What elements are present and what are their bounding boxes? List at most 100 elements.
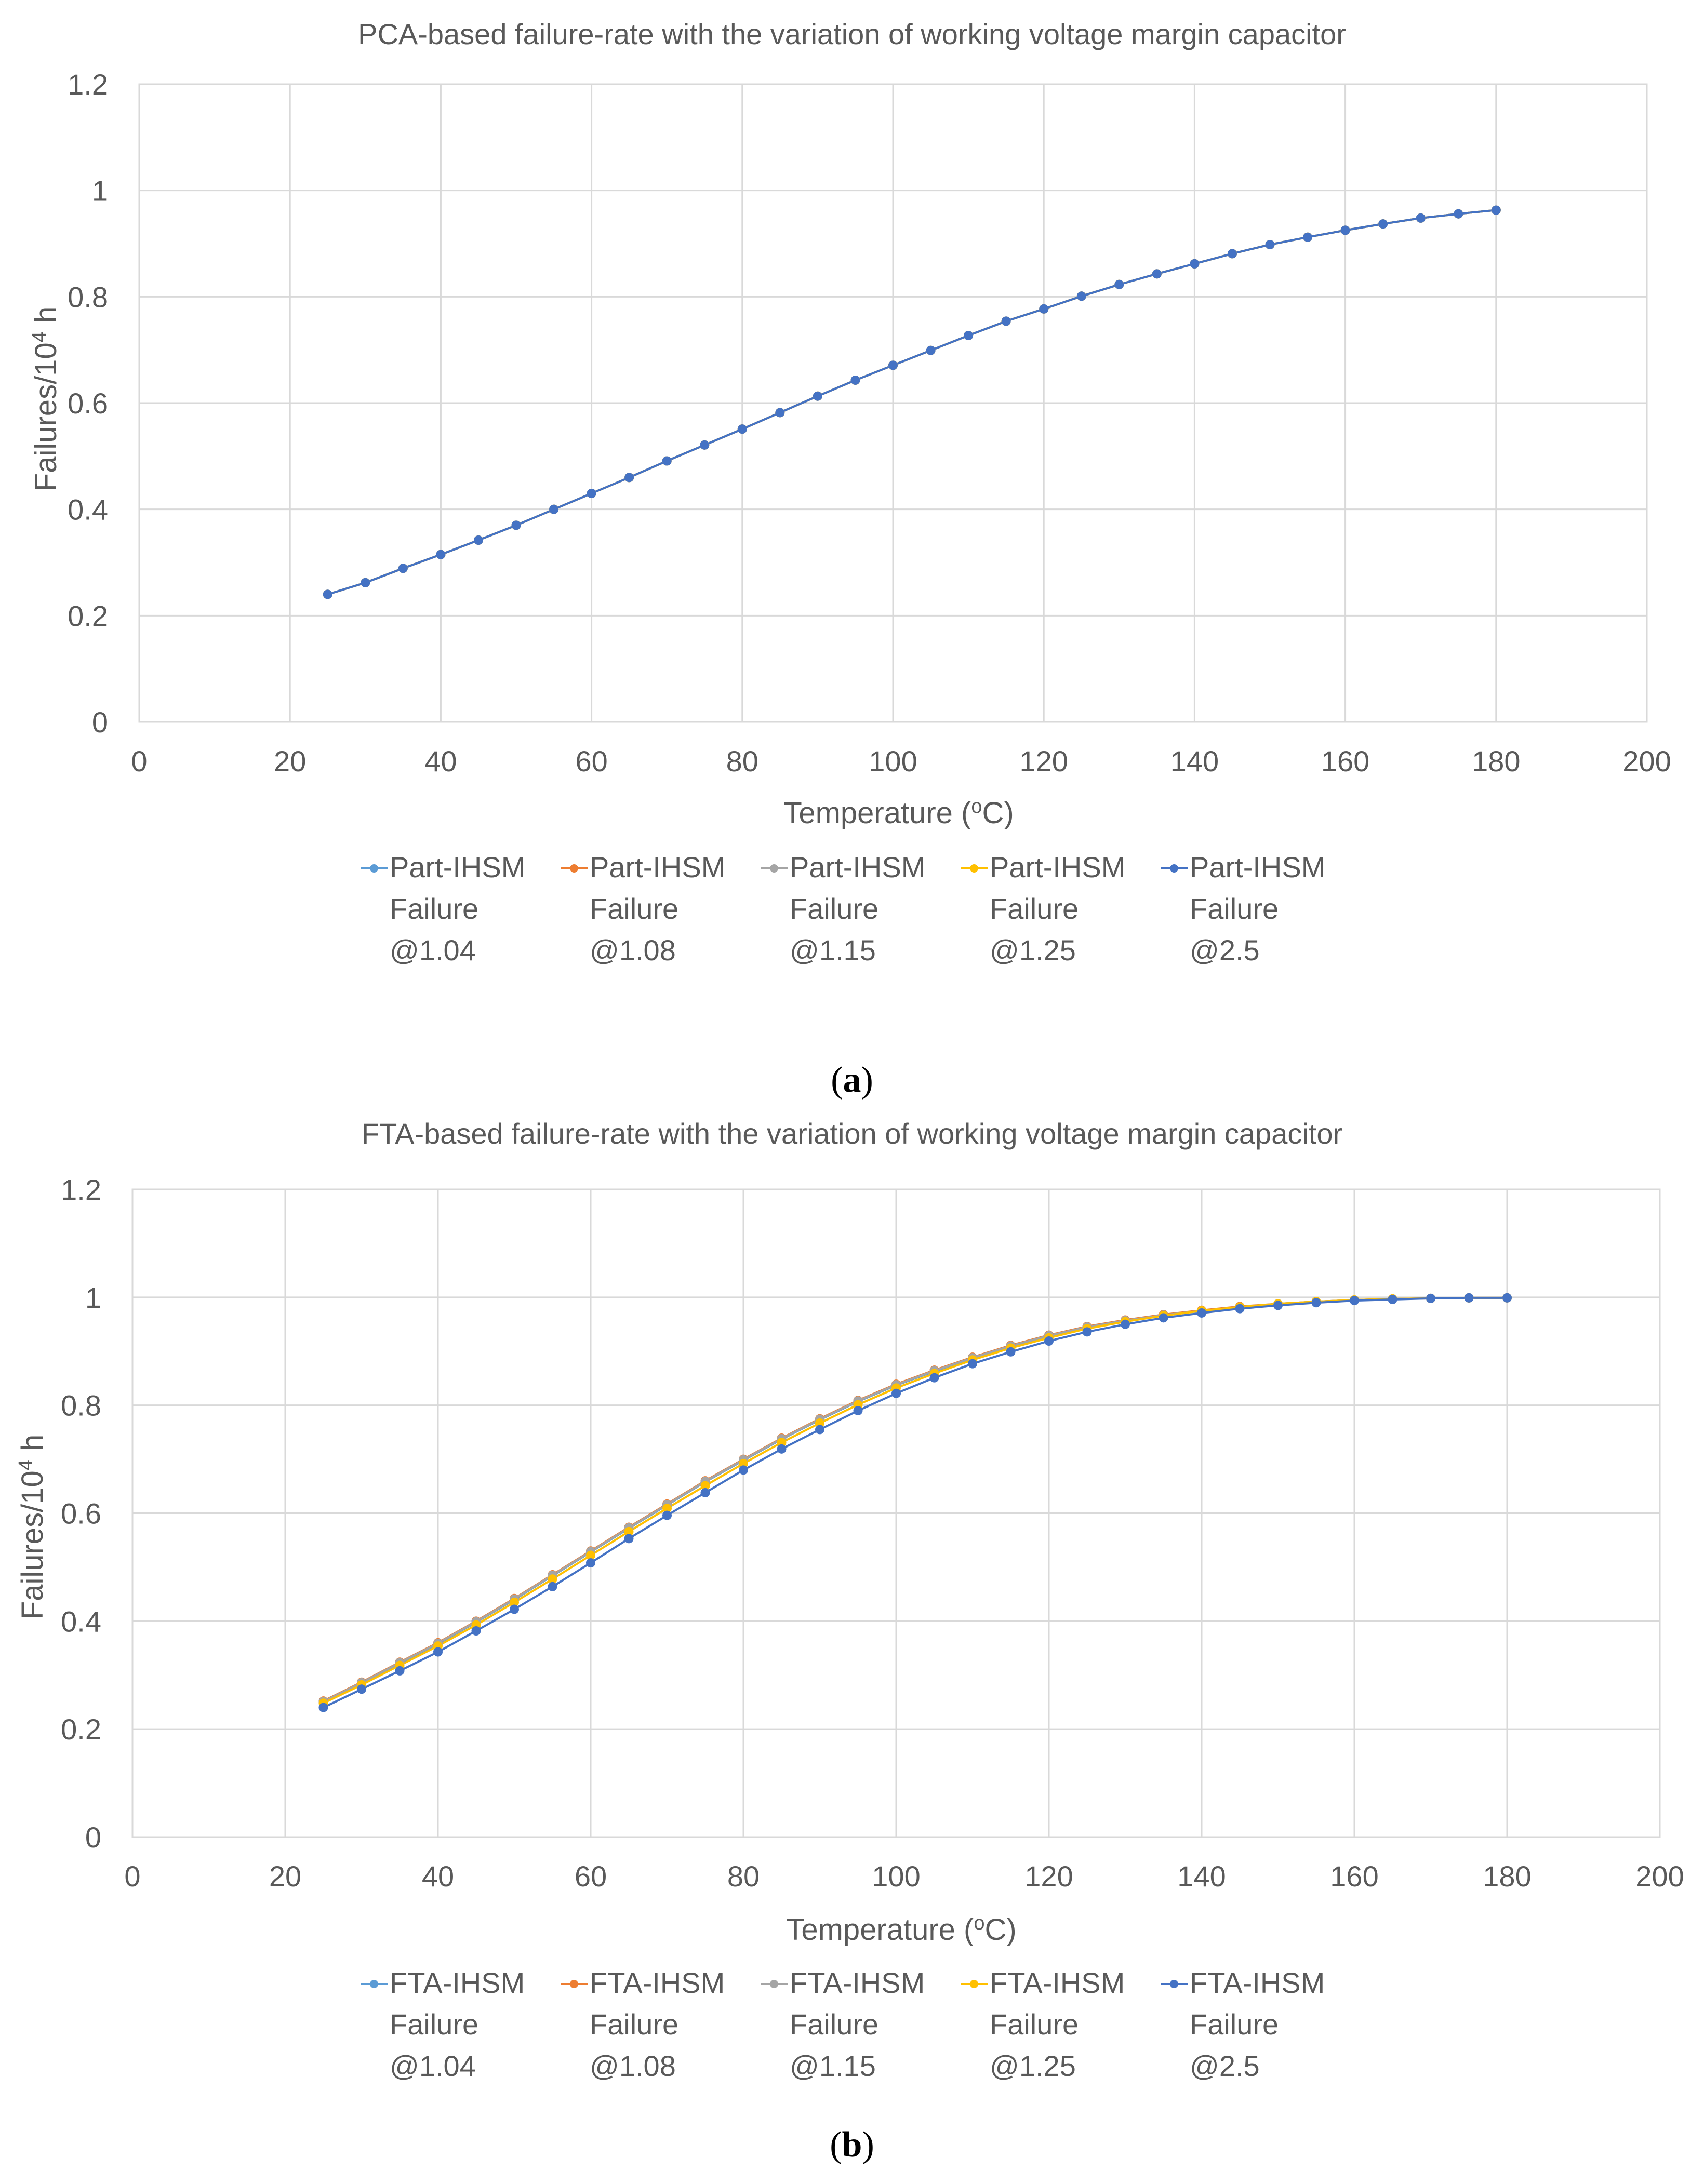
data-point <box>1265 240 1275 250</box>
data-point <box>318 1703 328 1712</box>
data-point <box>1076 291 1086 301</box>
legend-item: FTA-IHSM Failure @1.25 <box>958 1962 1159 2087</box>
legend-key <box>1159 1962 1190 2004</box>
data-point <box>548 1574 557 1584</box>
x-tick-label: 120 <box>1019 745 1068 778</box>
data-point <box>1197 1308 1206 1318</box>
series-line <box>327 209 1496 596</box>
y-axis-label: Failures/104 h <box>15 1435 49 1619</box>
chart-title: FTA-based failure-rate with the variatio… <box>362 1117 1342 1150</box>
figure-caption-a: (a) <box>831 1060 873 1100</box>
y-tick-label: 1 <box>92 175 108 207</box>
legend-label: Part-IHSM Failure @2.5 <box>1190 851 1326 967</box>
x-tick-label: 80 <box>727 1860 760 1893</box>
data-point <box>1303 232 1313 242</box>
data-point <box>1152 269 1162 279</box>
series-line <box>327 209 1496 596</box>
data-point <box>777 1444 787 1454</box>
data-point <box>586 1558 595 1568</box>
y-tick-label: 0.6 <box>61 1497 101 1530</box>
x-tick-label: 160 <box>1330 1860 1378 1893</box>
data-point <box>1159 1313 1168 1323</box>
data-point <box>1378 219 1388 229</box>
data-point <box>1426 1293 1435 1303</box>
data-point <box>775 408 785 418</box>
legend: FTA-IHSM Failure @1.04 FTA-IHSM Failure … <box>358 1962 1359 2087</box>
data-point <box>1502 1293 1512 1303</box>
data-point <box>1491 205 1501 215</box>
x-tick-label: 80 <box>726 745 758 778</box>
x-tick-label: 0 <box>131 745 147 778</box>
x-tick-label: 40 <box>424 745 457 778</box>
data-point <box>323 589 332 599</box>
x-tick-label: 0 <box>124 1860 140 1893</box>
legend-key <box>358 1962 390 2004</box>
x-tick-label: 100 <box>869 745 917 778</box>
data-point <box>777 1438 787 1448</box>
x-tick-label: 180 <box>1472 745 1520 778</box>
data-point <box>1190 259 1200 269</box>
series-line <box>323 1296 1507 1703</box>
panel-a: PCA-based failure-rate with the variatio… <box>29 18 1671 1100</box>
legend-item: Part-IHSM Failure @1.25 <box>958 847 1159 971</box>
data-point <box>929 1373 939 1383</box>
data-point <box>1001 316 1011 326</box>
x-tick-label: 200 <box>1635 1860 1684 1893</box>
chart-pca: PCA-based failure-rate with the variatio… <box>29 18 1671 830</box>
legend-item: FTA-IHSM Failure @1.08 <box>558 1962 758 2087</box>
data-point <box>510 1604 519 1614</box>
data-point <box>473 535 483 545</box>
x-tick-label: 200 <box>1622 745 1671 778</box>
data-point <box>361 578 370 587</box>
legend-key <box>958 1962 990 2004</box>
panel-b: FTA-based failure-rate with the variatio… <box>0 1111 1704 2184</box>
series-line <box>323 1296 1507 1702</box>
legend-item: FTA-IHSM Failure @1.04 <box>358 1962 558 2087</box>
legend-key <box>758 1962 790 2004</box>
data-point <box>964 331 974 341</box>
data-point <box>1464 1293 1474 1303</box>
data-point <box>662 1510 672 1520</box>
legend-key <box>558 847 590 888</box>
y-tick-label: 1.2 <box>61 1173 101 1206</box>
data-point <box>586 1550 595 1560</box>
legend-key <box>558 1962 590 2004</box>
data-point <box>471 1626 481 1636</box>
x-tick-label: 60 <box>575 1860 607 1893</box>
data-point <box>357 1684 366 1694</box>
y-tick-label: 0.8 <box>61 1389 101 1422</box>
data-point <box>1350 1296 1359 1306</box>
chart-fta: FTA-based failure-rate with the variatio… <box>15 1117 1684 1947</box>
y-axis-label: Failures/104 h <box>29 306 63 491</box>
y-tick-label: 0 <box>92 706 108 739</box>
legend-item: Part-IHSM Failure @2.5 <box>1159 847 1359 971</box>
data-point <box>737 424 747 434</box>
legend-label: FTA-IHSM Failure @1.15 <box>790 1966 925 2082</box>
data-point <box>1227 249 1237 259</box>
data-point <box>549 504 559 514</box>
legend-key <box>358 847 390 888</box>
data-point <box>968 1359 977 1369</box>
data-point <box>700 440 710 450</box>
data-point <box>548 1582 557 1591</box>
data-point <box>888 360 898 370</box>
legend-key <box>958 847 990 888</box>
x-axis-label: Temperature (oC) <box>783 796 1014 830</box>
x-tick-label: 140 <box>1170 745 1219 778</box>
data-point <box>1273 1301 1283 1310</box>
data-point <box>436 550 446 559</box>
x-tick-label: 20 <box>274 745 306 778</box>
x-tick-label: 100 <box>872 1860 920 1893</box>
series-line <box>323 1296 1507 1703</box>
legend-label: Part-IHSM Failure @1.25 <box>990 851 1126 967</box>
data-point <box>926 345 936 355</box>
y-tick-label: 0.2 <box>61 1713 101 1746</box>
legend-item: Part-IHSM Failure @1.04 <box>358 847 558 971</box>
data-point <box>815 1425 824 1435</box>
data-point <box>1340 225 1350 235</box>
chart-title: PCA-based failure-rate with the variatio… <box>358 18 1346 50</box>
data-point <box>395 1666 405 1676</box>
data-point <box>398 564 408 573</box>
legend-label: Part-IHSM Failure @1.15 <box>790 851 926 967</box>
legend-item: FTA-IHSM Failure @2.5 <box>1159 1962 1359 2087</box>
